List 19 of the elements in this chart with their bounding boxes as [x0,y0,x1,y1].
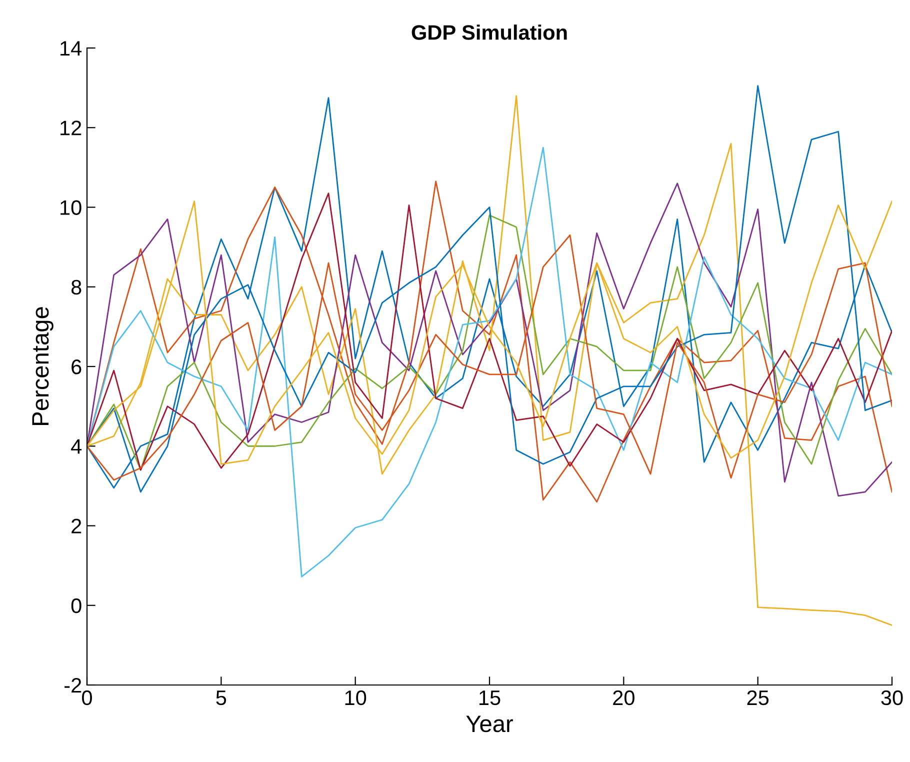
y-tick-label: 0 [71,598,82,614]
y-tick-label: 2 [72,518,82,534]
y-tick-label: 6 [72,360,82,374]
y-tick-label: 12 [60,120,82,136]
y-tick-label: 14 [60,41,82,56]
y-tick-label: 10 [60,200,82,216]
x-axis-title: Year [466,716,513,732]
y-tick-label: 4 [71,439,82,454]
chart-title: GDP Simulation [412,24,567,40]
x-tick-label: 5 [216,690,226,706]
x-tick-label: 15 [480,690,500,706]
y-tick-label: -2 [64,678,82,693]
x-tick-label: 30 [881,690,903,706]
y-axis-title: Percentage [32,307,54,425]
x-tick-label: 10 [345,690,366,706]
x-tick-label: 25 [747,690,769,706]
y-tick-label: 8 [71,280,82,295]
x-tick-label: 0 [82,690,92,706]
x-tick-label: 20 [613,690,634,706]
